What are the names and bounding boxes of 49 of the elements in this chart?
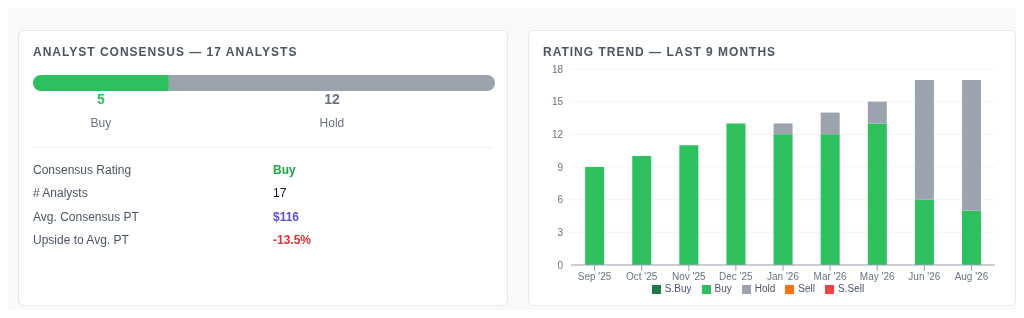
y-tick-label: 15: [551, 96, 564, 108]
legend-label: S.Sell: [838, 283, 865, 294]
data-label: 5: [97, 91, 106, 108]
bar: [867, 101, 887, 124]
y-tick-label: 0: [557, 259, 564, 271]
x-tick-label: Nov '25: [671, 271, 707, 283]
bar: [867, 123, 887, 265]
bar: [914, 79, 934, 200]
text: Consensus Rating: [33, 162, 133, 177]
text: -13.5%: [273, 233, 312, 248]
legend-label: Sell: [798, 283, 816, 294]
y-tick-label: 6: [557, 194, 564, 206]
legend-label: Buy: [714, 283, 732, 294]
x-tick-label: Dec '25: [719, 271, 754, 283]
bar: [773, 134, 793, 265]
text: Buy: [90, 116, 112, 130]
text: 17: [273, 186, 287, 201]
x-tick-label: Aug '26: [954, 271, 989, 283]
bar: [679, 145, 699, 265]
chart-title: ANALYST CONSENSUS — 17 ANALYSTS: [33, 45, 299, 59]
data-label: 12: [324, 91, 340, 108]
x-tick-label: Mar '26: [813, 271, 848, 283]
bar: [773, 123, 793, 135]
text: Upside to Avg. PT: [33, 233, 130, 248]
text: $116: [273, 209, 300, 224]
y-tick-label: 12: [551, 128, 564, 140]
y-tick-label: 9: [557, 161, 564, 173]
bar: [632, 156, 652, 265]
bar: [726, 123, 746, 265]
text: Hold: [319, 116, 345, 130]
x-tick-label: Jan '26: [767, 271, 800, 283]
chart-title: RATING TREND — LAST 9 MONTHS: [543, 45, 778, 59]
y-tick-label: 18: [551, 63, 564, 75]
bar: [820, 112, 840, 135]
bar: [962, 79, 982, 211]
text: # Analysts: [33, 186, 89, 201]
x-tick-label: Jun '26: [908, 271, 941, 283]
text: Buy: [273, 162, 296, 177]
x-tick-label: Sep '25: [577, 271, 612, 283]
bar: [820, 134, 840, 265]
bar: [585, 167, 605, 265]
bar: [962, 210, 982, 265]
y-tick-label: 3: [557, 226, 564, 238]
text: Avg. Consensus PT: [33, 209, 140, 224]
legend-label: S.Buy: [664, 283, 692, 294]
bar: [914, 199, 934, 265]
x-tick-label: Oct '25: [625, 271, 658, 283]
x-tick-label: May '26: [859, 271, 896, 283]
legend-label: Hold: [754, 283, 776, 294]
